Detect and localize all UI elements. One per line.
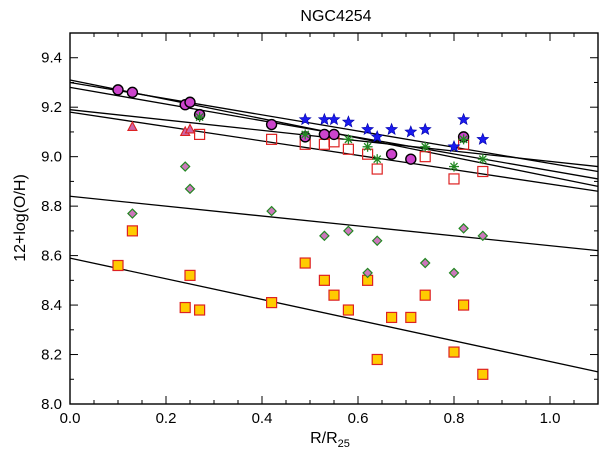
fit-line-7 — [69, 257, 599, 373]
fit-lines — [69, 79, 599, 373]
x-tick-label: 0.4 — [252, 410, 273, 427]
y-tick-label: 8.2 — [41, 347, 62, 364]
blue-stars-series — [298, 112, 490, 153]
green-asterisks-series — [194, 112, 488, 172]
y-tick-label: 9.4 — [41, 50, 62, 67]
blue-star-marker — [341, 115, 355, 128]
y-tick-label: 8.6 — [41, 248, 62, 265]
y-axis-label: 12+log(O/H) — [12, 174, 29, 262]
y-tick-label: 8.4 — [41, 297, 62, 314]
red-open-square-marker — [371, 163, 383, 175]
magenta-circle-marker — [112, 84, 124, 96]
orange-square-marker — [299, 257, 311, 269]
triangles-series — [126, 120, 196, 136]
red-open-square-marker — [419, 151, 431, 163]
green-asterisk-marker — [477, 154, 488, 165]
magenta-circle-marker — [318, 128, 331, 141]
magenta-circle-marker — [385, 148, 398, 160]
green-asterisk-marker — [449, 161, 459, 172]
y-tick-label: 8.8 — [41, 198, 62, 215]
triangle-marker — [126, 120, 138, 132]
y-tick-label: 9.2 — [41, 99, 62, 116]
orange-square-marker — [342, 304, 354, 316]
fit-line-5 — [69, 111, 599, 192]
orange-square-marker — [405, 311, 417, 324]
x-axis-label: R/R25 — [310, 430, 350, 450]
blue-star-marker — [317, 112, 331, 126]
red-open-square-marker — [266, 133, 278, 145]
green-diamond-marker — [343, 225, 354, 237]
green-asterisk-marker — [362, 141, 373, 152]
blue-star-marker — [298, 112, 312, 126]
fit-line-6 — [69, 195, 599, 252]
green-diamond-marker — [371, 235, 383, 247]
green-diamond-marker — [477, 230, 489, 242]
blue-star-marker — [327, 112, 341, 126]
magenta-circle-marker — [126, 86, 139, 99]
orange-square-marker — [266, 296, 278, 309]
orange-square-marker — [184, 269, 196, 281]
axis-ticks: 0.0 0.2 0.4 0.6 0.8 1.0 8.0 8.2 8.4 8.6 8.8 9.0 9.2 9… — [41, 33, 598, 427]
green-diamond-marker — [458, 223, 469, 234]
green-diamond-marker — [319, 230, 330, 242]
x-tick-label: 0.0 — [60, 410, 81, 427]
green-diamond-marker — [184, 183, 196, 195]
orange-square-marker — [318, 274, 330, 286]
orange-squares-series — [112, 225, 489, 380]
green-asterisk-marker — [420, 141, 431, 152]
blue-star-marker — [418, 122, 432, 135]
green-asterisk-marker — [300, 129, 311, 140]
blue-star-marker — [361, 122, 375, 135]
x-tick-label: 1.0 — [540, 410, 561, 427]
x-axis-label-subscript: 25 — [338, 438, 350, 450]
green-diamond-marker — [266, 205, 277, 217]
green-asterisk-marker — [372, 154, 383, 165]
orange-square-marker — [386, 311, 398, 324]
green-diamond-marker — [362, 267, 373, 279]
data-markers — [112, 84, 490, 380]
blue-star-marker — [457, 112, 471, 126]
orange-square-marker — [419, 289, 431, 301]
green-diamond-marker — [127, 208, 138, 219]
green-diamond-marker — [179, 161, 191, 172]
green-asterisk-marker — [343, 134, 354, 145]
y-tick-label: 9.0 — [41, 149, 62, 166]
magenta-circle-marker — [265, 118, 278, 131]
magenta-circle-marker — [328, 128, 340, 141]
chart-title: NGC4254 — [300, 8, 371, 25]
orange-square-marker — [112, 259, 124, 272]
green-diamond-marker — [419, 257, 431, 269]
blue-star-marker — [385, 122, 399, 135]
red-open-square-marker — [318, 138, 330, 150]
x-axis-label-main: R/R — [310, 430, 338, 447]
x-tick-label: 0.8 — [444, 410, 465, 427]
green-diamond-marker — [448, 267, 460, 279]
orange-square-marker — [179, 301, 191, 314]
orange-square-marker — [328, 289, 340, 301]
x-tick-label: 0.2 — [156, 410, 177, 427]
orange-square-marker — [126, 225, 139, 237]
x-tick-label: 0.6 — [348, 410, 369, 427]
blue-star-marker — [404, 125, 418, 138]
green-asterisk-marker — [458, 134, 469, 145]
blue-star-marker — [476, 132, 490, 145]
red-open-square-marker — [194, 128, 206, 141]
red-open-square-marker — [448, 173, 460, 185]
magenta-circle-marker — [405, 153, 417, 165]
plot-frame — [69, 32, 599, 405]
blue-star-marker — [447, 139, 461, 153]
red-open-square-marker — [477, 165, 489, 178]
orange-square-marker — [477, 368, 489, 380]
orange-square-marker — [448, 346, 460, 358]
orange-square-marker — [371, 353, 383, 366]
green-diamonds-series — [127, 161, 489, 279]
orange-square-marker — [458, 299, 470, 311]
y-tick-label: 8.0 — [41, 396, 62, 413]
orange-square-marker — [194, 304, 206, 316]
triangle-marker — [184, 123, 196, 134]
blue-star-marker — [370, 130, 384, 143]
magenta-circle-marker — [184, 96, 196, 108]
green-asterisk-marker — [194, 112, 205, 123]
